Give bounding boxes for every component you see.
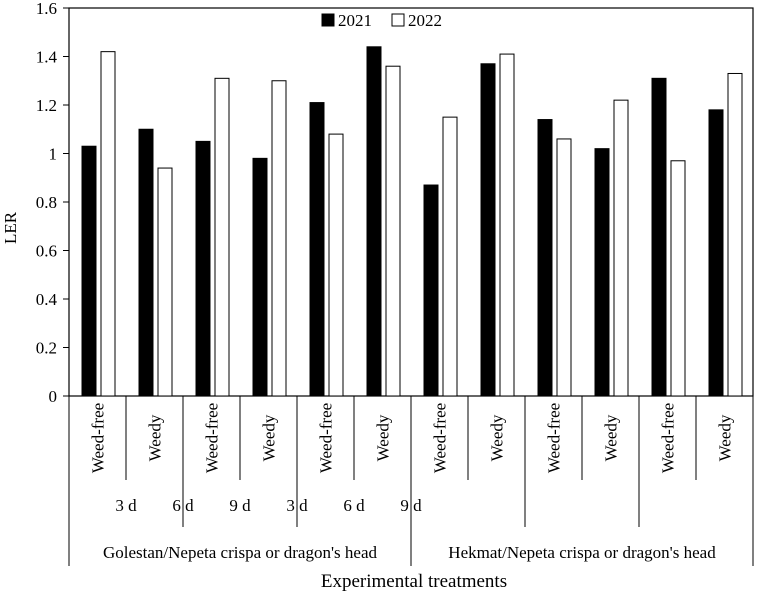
x-category-label: Weedy [488, 414, 507, 461]
bar-2021 [138, 128, 154, 397]
y-tick-label: 0.6 [36, 242, 57, 261]
x-category-label: Weed-free [659, 403, 678, 473]
bar-2022 [214, 77, 230, 397]
x-group-label-days: 3 d [286, 496, 308, 515]
bar-2021 [708, 109, 724, 397]
bar-2022 [100, 51, 116, 397]
bar-2022 [385, 65, 401, 397]
x-category-label: Weedy [602, 414, 621, 461]
bar-2021 [423, 184, 439, 397]
y-tick-label: 1.6 [36, 0, 57, 18]
bar-2022 [613, 99, 629, 397]
bar-2021 [195, 140, 211, 397]
x-category-label: Weed-free [89, 403, 108, 473]
bar-2021 [480, 63, 496, 397]
legend-swatch-2021 [321, 13, 335, 27]
y-tick-label: 0.2 [36, 339, 57, 358]
y-ticks: 0 0.2 0.4 0.6 0.8 1 1.2 1.4 1.6 [36, 0, 69, 406]
x-group-label-days: 9 d [400, 496, 422, 515]
y-tick-label: 1.2 [36, 96, 57, 115]
x-group-label-days: 6 d [343, 496, 365, 515]
bar-2022 [442, 116, 458, 397]
x-group-label-days: 3 d [115, 496, 137, 515]
bar-2021 [309, 102, 325, 397]
bar-2022 [271, 80, 287, 397]
x-axis-title: Experimental treatments [321, 571, 507, 592]
axes [68, 7, 754, 566]
y-tick-label: 0.8 [36, 193, 57, 212]
x-category-label: Weedy [374, 414, 393, 461]
bar-2021 [594, 148, 610, 397]
x-category-label: Weedy [260, 414, 279, 461]
x-category-label: Weed-free [317, 403, 336, 473]
bar-2021 [81, 145, 97, 397]
x-category-label: Weed-free [203, 403, 222, 473]
x-category-label: Weed-free [545, 403, 564, 473]
y-tick-label: 0 [49, 387, 58, 406]
bar-2022 [328, 133, 344, 397]
bar-2022 [727, 72, 743, 397]
legend: 2021 2022 [321, 11, 442, 30]
x-category-label: Weedy [146, 414, 165, 461]
x-category-labels: Weed-free Weedy Weed-free Weedy Weed-free Wee… [89, 403, 735, 562]
x-category-label: Weed-free [431, 403, 450, 473]
bars [81, 46, 743, 397]
bar-2022 [499, 53, 515, 397]
legend-label: 2021 [338, 11, 372, 30]
legend-swatch-2022 [391, 13, 405, 27]
y-axis-title: LER [1, 211, 20, 244]
bar-2022 [556, 138, 572, 397]
bar-2021 [366, 46, 382, 397]
legend-label: 2022 [408, 11, 442, 30]
x-category-label: Weedy [716, 414, 735, 461]
y-tick-label: 0.4 [36, 290, 58, 309]
bar-2021 [651, 77, 667, 397]
x-group-label-days: 6 d [172, 496, 194, 515]
x-group-label-cropping: Hekmat/Nepeta crispa or dragon's head [448, 543, 716, 562]
x-group-label-cropping: Golestan/Nepeta crispa or dragon's head [103, 543, 378, 562]
x-group-label-days: 9 d [229, 496, 251, 515]
bar-2021 [537, 119, 553, 397]
bar-2022 [157, 167, 173, 397]
y-tick-label: 1 [49, 145, 58, 164]
bar-2021 [252, 157, 268, 397]
y-tick-label: 1.4 [36, 48, 58, 67]
bar-2022 [670, 160, 686, 397]
